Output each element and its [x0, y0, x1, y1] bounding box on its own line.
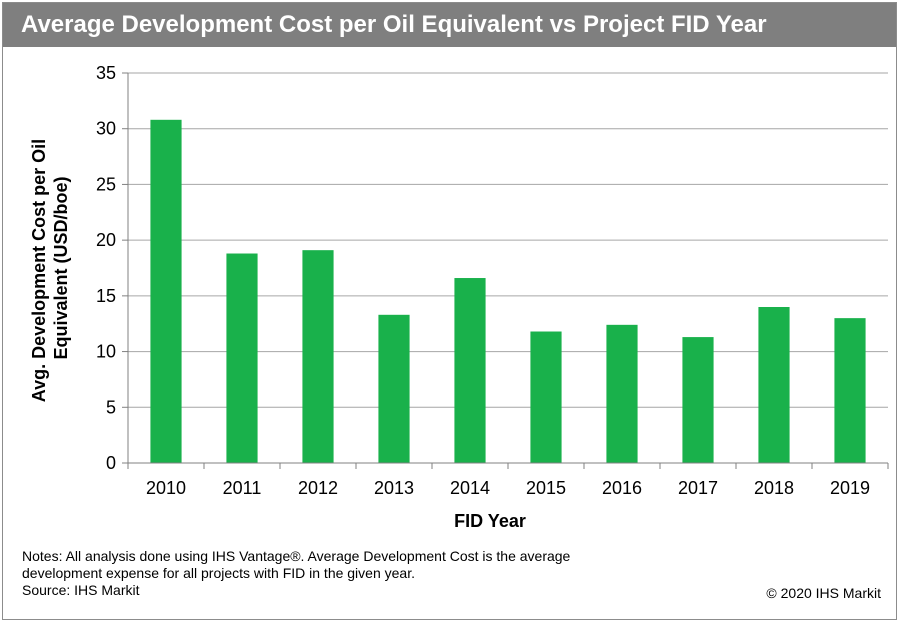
bar-2012	[302, 250, 334, 463]
bars	[150, 119, 866, 464]
x-tick-label: 2017	[678, 478, 718, 498]
x-tick-label: 2010	[146, 478, 186, 498]
y-tick-labels: 0 5 10 15 20 25 30 35	[96, 63, 128, 473]
bar-2011	[226, 253, 258, 463]
y-tick-label: 5	[106, 397, 116, 417]
notes-line-1: Notes: All analysis done using IHS Vanta…	[22, 548, 571, 564]
y-tick-label: 35	[96, 63, 116, 83]
x-tick-label: 2012	[298, 478, 338, 498]
chart-title: Average Development Cost per Oil Equival…	[3, 3, 896, 47]
x-tick-labels: 2010 2011 2012 2013 2014 2015 2016 2017 2018 2019	[127, 463, 889, 498]
bar-2013	[378, 314, 410, 463]
x-tick-label: 2018	[754, 478, 794, 498]
bar-2016	[606, 324, 638, 463]
bar-2017	[682, 337, 714, 463]
y-tick-label: 15	[96, 286, 116, 306]
bar-2018	[758, 307, 790, 463]
y-axis-label-line2: Equivalent (USD/boe)	[51, 176, 71, 359]
x-tick-label: 2014	[450, 478, 490, 498]
y-tick-label: 25	[96, 174, 116, 194]
x-tick-label: 2016	[602, 478, 642, 498]
x-tick-label: 2011	[223, 478, 262, 498]
bar-2015	[530, 331, 562, 463]
y-tick-label: 0	[106, 453, 116, 473]
x-tick-label: 2013	[374, 478, 414, 498]
chart-notes: Notes: All analysis done using IHS Vanta…	[22, 548, 702, 599]
x-tick-label: 2015	[526, 478, 566, 498]
x-tick-label: 2019	[830, 478, 870, 498]
y-tick-label: 10	[96, 342, 116, 362]
copyright-note: © 2020 IHS Markit	[766, 585, 881, 601]
y-tick-label: 20	[96, 230, 116, 250]
bar-2014	[454, 278, 486, 463]
notes-line-2: development expense for all projects wit…	[22, 565, 415, 581]
bar-2019	[834, 318, 866, 463]
bar-2010	[150, 119, 182, 464]
y-axis-label-line1: Avg. Development Cost per Oil	[29, 139, 49, 402]
y-axis-label: Avg. Development Cost per Oil Equivalent…	[29, 134, 71, 402]
x-axis-label: FID Year	[454, 511, 526, 531]
source-note: Source: IHS Markit	[22, 582, 140, 598]
y-tick-label: 30	[96, 119, 116, 139]
